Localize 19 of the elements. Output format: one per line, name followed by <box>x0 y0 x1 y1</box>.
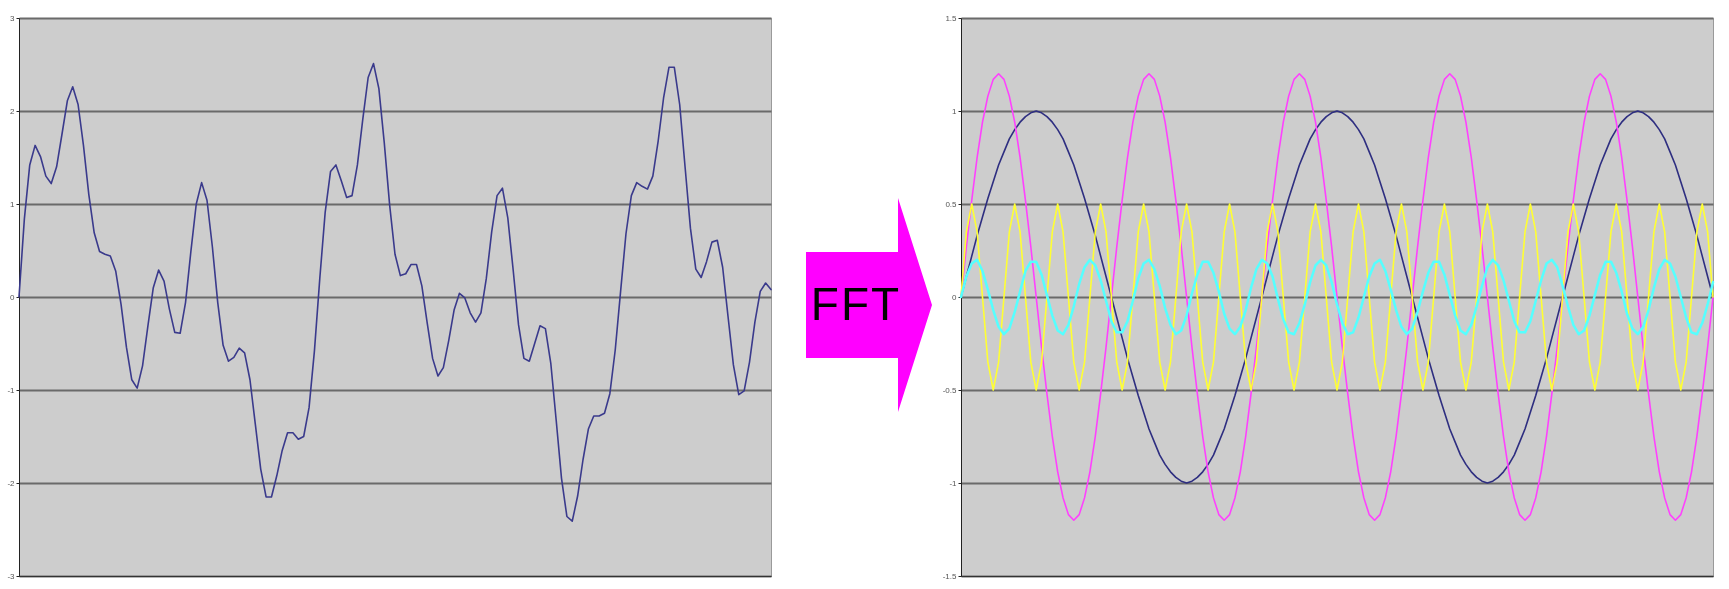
line-series <box>960 203 1714 391</box>
y-tick-label: 1 <box>952 106 958 116</box>
y-tick-label: -0.5 <box>942 385 958 395</box>
text: FFT <box>809 277 903 331</box>
y-tick-label: 0 <box>10 292 16 302</box>
y-tick-label: 2 <box>10 106 16 116</box>
line-series <box>18 62 772 522</box>
y-tick-label: 0.5 <box>945 199 958 209</box>
line-series <box>959 258 1715 336</box>
y-tick-label: -1.5 <box>942 571 958 581</box>
y-tick-label: 0 <box>952 292 958 302</box>
y-tick-label: -2 <box>7 478 16 488</box>
line-series <box>960 73 1714 521</box>
y-tick-label: -1 <box>949 478 958 488</box>
y-tick-label: 1.5 <box>945 13 958 23</box>
y-tick-label: -3 <box>7 571 16 581</box>
y-tick-label: -1 <box>7 385 16 395</box>
y-tick-label: 1 <box>10 199 16 209</box>
y-tick-label: 3 <box>10 13 16 23</box>
